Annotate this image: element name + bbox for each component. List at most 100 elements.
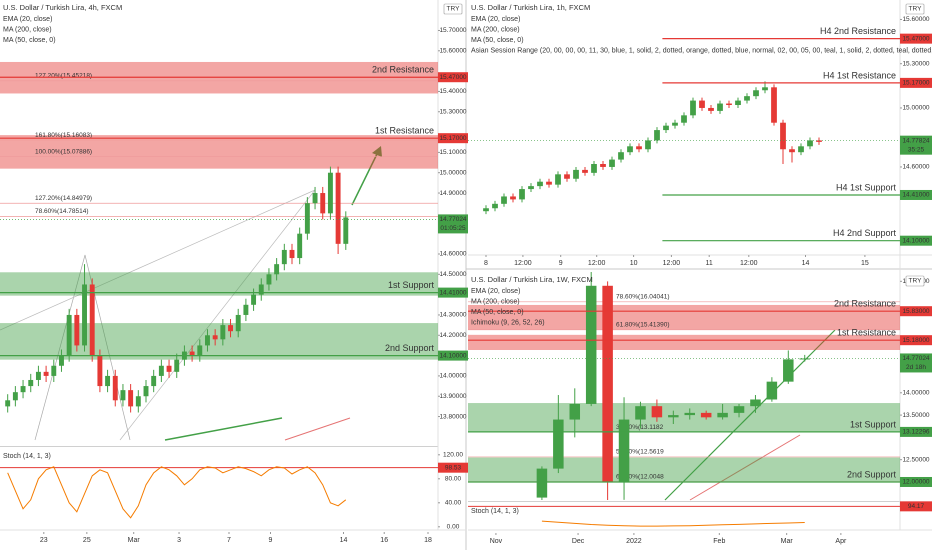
x-tick-label: 12:00 (514, 260, 532, 267)
plot-area (468, 38, 900, 242)
candle-body (510, 196, 516, 200)
indicator-label: MA (50, close, 0) (471, 309, 524, 316)
last-price-label: 14.77024 (902, 355, 929, 362)
level-name: H4 1st Support (836, 182, 897, 192)
candle-body (312, 193, 318, 204)
level-name: H4 2nd Support (833, 228, 897, 238)
last-price-tag (900, 135, 932, 155)
candle-body (573, 169, 579, 179)
price-tag (900, 189, 932, 200)
x-tick-label: 3 (177, 537, 181, 544)
x-tick-label: 10 (630, 260, 638, 267)
level-name: H4 1st Resistance (823, 70, 896, 80)
level-name: 1st Resistance (837, 328, 896, 338)
candle-body (220, 325, 226, 340)
stoch-label: Stoch (14, 1, 3) (471, 508, 519, 515)
candle-body (235, 314, 241, 332)
candle-body (251, 294, 257, 305)
x-tick-label: 12:00 (588, 260, 606, 267)
candle-body (744, 96, 750, 101)
candle-body (635, 406, 646, 420)
candle-body (28, 379, 34, 387)
currency-label: TRY (909, 278, 923, 285)
price-tag-label: 14.10000 (439, 352, 466, 359)
candle-body (564, 174, 570, 179)
y-tick-label: 12.50000 (902, 456, 929, 463)
stoch-label: Stoch (14, 1, 3) (3, 453, 51, 460)
candle-body (537, 181, 543, 187)
y-tick-label: 14.60000 (439, 251, 466, 258)
candle-body (212, 335, 218, 340)
candle-body (591, 164, 597, 173)
candle-body (12, 392, 18, 401)
candle-body (798, 146, 804, 153)
candle-body (582, 169, 588, 173)
chart-title: U.S. Dollar / Turkish Lira, 4h, FXCM (3, 3, 122, 12)
x-tick-label: 9 (269, 537, 273, 544)
candle-body (281, 249, 287, 265)
candle-body (546, 181, 552, 185)
x-tick-label: 14 (340, 537, 348, 544)
plot-area: 127.20%(15.45218) 161.80%(15.16083) 100.00… (0, 61, 438, 413)
currency-label: TRY (909, 6, 923, 13)
arrow-head (372, 146, 382, 157)
candle-body (343, 217, 349, 244)
y-tick-label: 15.60000 (439, 48, 466, 55)
y-tick-label: 13.90000 (439, 393, 466, 400)
currency-label: TRY (447, 6, 461, 13)
candle-body (258, 284, 264, 295)
candle-body (726, 103, 732, 106)
candle-body (783, 359, 794, 382)
level-zone (468, 457, 900, 482)
x-tick-label: 18 (424, 537, 432, 544)
x-tick-label: 7 (227, 537, 231, 544)
fib-label: 100.00%(15.07886) (35, 148, 92, 155)
candle-body (555, 174, 561, 185)
candle-body (289, 249, 295, 259)
stoch-line (541, 520, 805, 527)
indicator-label: MA (50, close, 0) (471, 37, 524, 44)
y-tick-label: 14.00000 (902, 390, 929, 397)
candle-body (684, 412, 696, 416)
price-tag (900, 335, 932, 346)
y-tick-label: 13.80000 (439, 413, 466, 420)
stoch-tick-label: 80.00 (445, 476, 462, 483)
indicator-label: MA (50, close, 0) (3, 37, 56, 44)
candle-body (766, 381, 778, 400)
candle-body (228, 325, 233, 332)
price-tag (900, 476, 932, 487)
candle-body (304, 203, 310, 234)
x-tick-label: Mar (128, 537, 141, 544)
trend-line (164, 417, 283, 441)
chart-title: U.S. Dollar / Turkish Lira, 1h, FXCM (471, 3, 590, 12)
level-name: 1st Support (850, 419, 897, 429)
level-zone (0, 272, 438, 296)
x-tick-label: 9 (559, 260, 563, 267)
candle-body (733, 406, 745, 413)
y-tick-label: 15.10000 (439, 149, 466, 156)
candle-body (700, 412, 712, 418)
level-name: 2nd Resistance (372, 65, 434, 75)
y-tick-label: 15.00000 (902, 105, 929, 112)
y-tick-label: 15.70000 (439, 27, 466, 34)
candle-body (708, 107, 714, 111)
candle-body (585, 285, 597, 404)
y-tick-label: 14.90000 (439, 190, 466, 197)
level-name: 1st Support (388, 280, 435, 290)
y-tick-label: 14.60000 (902, 164, 929, 171)
price-tag-label: 15.47000 (902, 35, 929, 42)
candle-body (297, 233, 303, 259)
level-name: H4 2nd Resistance (820, 26, 896, 36)
y-tick-label: 15.00000 (439, 169, 466, 176)
candle-body (135, 396, 141, 407)
candle-body (780, 122, 786, 150)
candle-body (735, 100, 741, 106)
candle-body (651, 406, 663, 418)
y-tick-label: 14.20000 (439, 332, 466, 339)
candle-body (618, 152, 624, 160)
stoch-tick-label: 120.00 (443, 452, 463, 459)
level-zone (0, 323, 438, 360)
level-name: 2nd Support (385, 343, 435, 353)
countdown: 01:05:25 (440, 225, 466, 232)
price-tag (438, 350, 468, 361)
